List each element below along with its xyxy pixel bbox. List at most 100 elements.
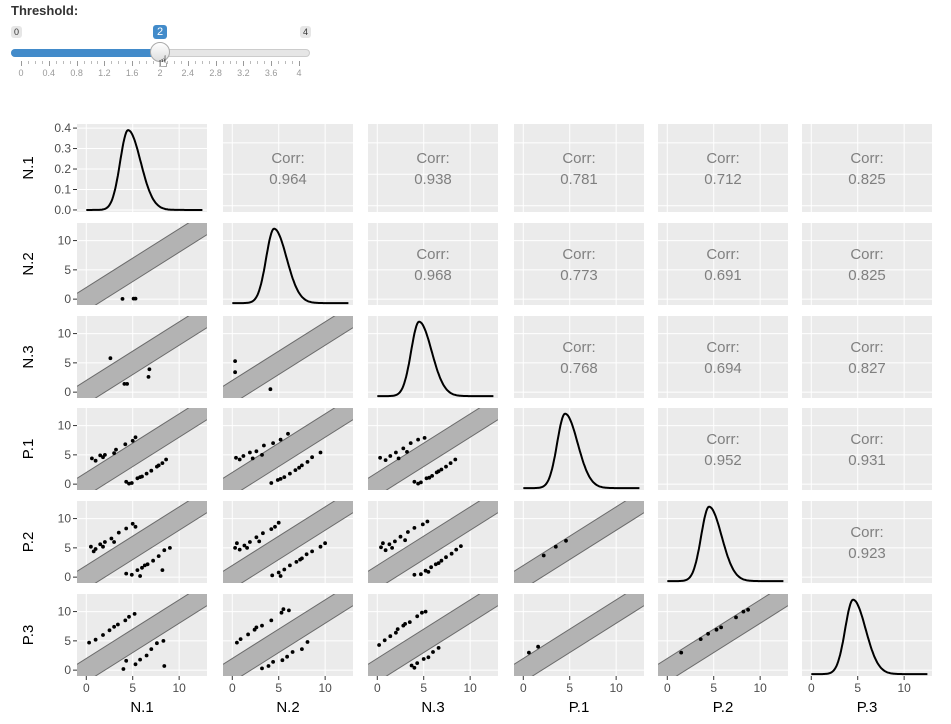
y-axis-title: P.1	[20, 439, 37, 460]
data-point	[449, 551, 454, 556]
data-point	[286, 431, 290, 436]
corr-label: Corr:	[850, 524, 883, 541]
panel-N.3-P.2: Corr: 0.694	[658, 316, 788, 398]
band-edge	[223, 408, 336, 479]
data-point	[248, 540, 252, 544]
band-edge	[385, 512, 498, 583]
y-tick-label: 0	[64, 385, 71, 399]
slider-grid-minor-tick	[236, 61, 238, 64]
band-edge	[368, 594, 481, 665]
slider-grid-minor-tick	[34, 61, 36, 64]
data-point	[412, 526, 417, 530]
data-point	[426, 655, 431, 660]
x-tick-label: 10	[172, 681, 186, 695]
data-point	[416, 481, 420, 486]
threshold-band	[368, 594, 498, 676]
slider-grid-label: 3.6	[264, 68, 278, 78]
slider-grid-minor-tick	[83, 61, 85, 64]
panel-N.1-P.3: Corr: 0.825	[802, 124, 932, 212]
data-point	[233, 546, 238, 550]
x-tick-label: 5	[854, 681, 861, 695]
data-point	[129, 572, 134, 577]
panel-N.1-P.1: Corr: 0.781	[514, 124, 644, 212]
band-edge	[223, 316, 336, 387]
x-tick-label: 5	[129, 681, 136, 695]
corr-value: 0.691	[704, 267, 742, 284]
threshold-band	[223, 594, 353, 676]
data-point	[168, 546, 172, 550]
data-point	[138, 475, 143, 479]
data-point	[124, 658, 129, 663]
data-point	[390, 546, 394, 550]
data-point	[235, 541, 239, 546]
slider-grid-label: 1.2	[98, 68, 111, 78]
data-point	[394, 450, 398, 455]
band-edge	[240, 605, 353, 676]
corr-value: 0.825	[848, 171, 886, 188]
data-point	[246, 632, 251, 637]
data-point	[138, 574, 143, 578]
data-point	[89, 544, 93, 549]
slider-grid-minor-tick	[146, 61, 148, 64]
data-point	[245, 546, 250, 550]
corr-value: 0.773	[560, 267, 598, 284]
data-point	[387, 542, 392, 547]
y-tick-label: 10	[58, 234, 72, 248]
data-point	[419, 572, 423, 577]
data-point	[281, 607, 286, 612]
data-point	[269, 527, 274, 531]
data-point	[425, 519, 430, 524]
threshold-band	[77, 223, 207, 305]
data-point	[93, 458, 98, 463]
panel-N.1-P.2: Corr: 0.712	[658, 124, 788, 212]
data-point	[237, 547, 242, 552]
hand-cursor-icon: ☝	[158, 54, 168, 71]
corr-label: Corr:	[416, 246, 449, 263]
data-point	[87, 640, 91, 645]
data-point	[394, 630, 398, 635]
data-point	[420, 610, 424, 615]
data-point	[101, 455, 105, 460]
data-point	[138, 657, 143, 662]
slider-grid-tick	[76, 61, 78, 66]
data-point	[305, 460, 310, 464]
slider-grid-label: 2.4	[181, 68, 195, 78]
slider-grid-label: 2.8	[209, 68, 222, 78]
data-point	[91, 549, 96, 554]
data-point	[388, 634, 393, 639]
data-point	[278, 477, 283, 481]
band-edge	[94, 512, 207, 583]
data-point	[421, 657, 426, 661]
data-point	[310, 549, 314, 554]
x-axis-title: N.1	[130, 699, 153, 716]
band-edge	[385, 605, 498, 676]
slider-value-badge: 2	[153, 25, 168, 39]
y-axis-title: N.2	[20, 252, 37, 275]
panel-P.2-N.1	[77, 501, 207, 583]
data-point	[147, 367, 152, 372]
data-point	[127, 614, 131, 619]
data-point	[431, 650, 435, 654]
corr-label: Corr:	[562, 339, 595, 356]
panel-N.2-N.1	[77, 223, 207, 305]
slider-grid-minor-tick	[69, 61, 71, 64]
data-point	[140, 565, 144, 570]
data-point	[156, 463, 161, 468]
data-point	[254, 625, 259, 630]
data-point	[151, 558, 156, 563]
data-point	[123, 618, 128, 623]
x-tick-label: 10	[897, 681, 911, 695]
panel-background	[514, 223, 644, 305]
data-point	[290, 650, 295, 654]
panel-P.1-P.3: Corr: 0.931	[802, 408, 932, 490]
slider-grid-label: 0.4	[42, 68, 56, 78]
panel-P.2-P.3: Corr: 0.923	[802, 501, 932, 583]
data-point	[403, 538, 407, 543]
panel-N.2-P.2: Corr: 0.691	[658, 223, 788, 305]
data-point	[130, 521, 135, 526]
data-point	[109, 536, 114, 541]
slider-grid-tick	[215, 61, 217, 66]
band-edge	[240, 419, 353, 490]
y-tick-label: 0.3	[54, 142, 71, 156]
